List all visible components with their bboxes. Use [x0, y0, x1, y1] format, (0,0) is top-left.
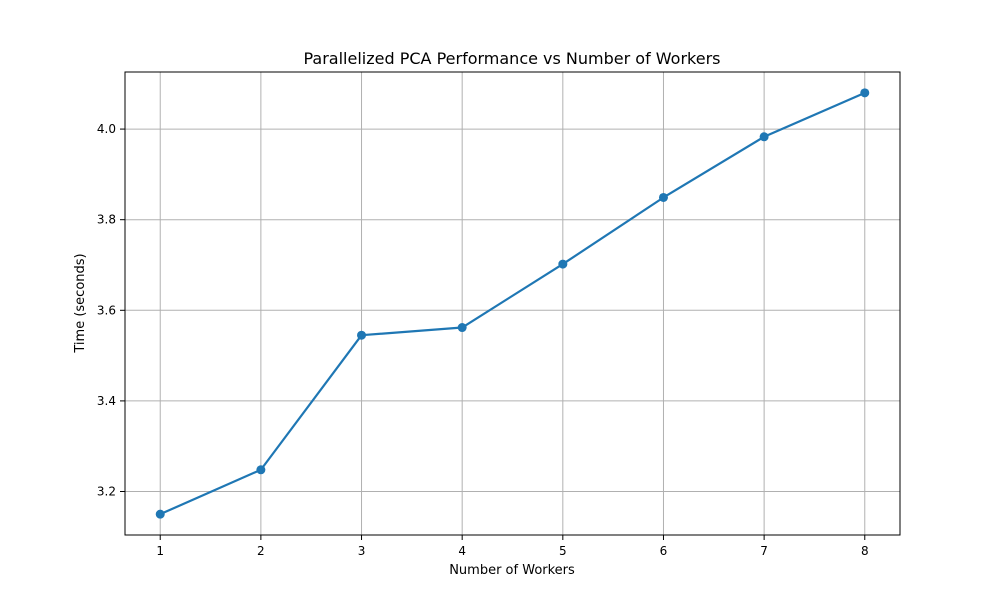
data-point [759, 132, 769, 142]
x-tick-label: 6 [660, 544, 668, 558]
data-point [256, 465, 266, 475]
x-tick-label: 5 [559, 544, 567, 558]
y-tick-label: 3.6 [97, 303, 116, 317]
series-layer [155, 88, 870, 519]
axis-ticks: 1 2 3 4 5 6 7 8 3.2 3.4 3.6 3.8 4.0 [97, 122, 869, 558]
data-point [155, 509, 165, 519]
x-axis-label: Number of Workers [449, 563, 575, 578]
series-line [159, 91, 866, 516]
data-point [860, 88, 870, 98]
y-tick-label: 3.2 [97, 485, 116, 499]
data-point [558, 259, 568, 269]
x-tick-label: 3 [358, 544, 366, 558]
x-tick-label: 2 [257, 544, 265, 558]
data-point [457, 323, 467, 333]
grid [125, 72, 900, 535]
x-tick-label: 4 [458, 544, 466, 558]
data-point [658, 192, 668, 202]
y-axis-label: Time (seconds) [73, 253, 88, 353]
x-tick-label: 8 [861, 544, 869, 558]
x-tick-label: 7 [760, 544, 768, 558]
x-tick-label: 1 [156, 544, 164, 558]
y-tick-label: 3.4 [97, 394, 116, 408]
plot-frame [124, 71, 901, 536]
y-tick-label: 4.0 [97, 122, 116, 136]
chart-title: Parallelized PCA Performance vs Number o… [303, 49, 720, 68]
data-point [357, 330, 367, 340]
y-tick-label: 3.8 [97, 213, 116, 227]
